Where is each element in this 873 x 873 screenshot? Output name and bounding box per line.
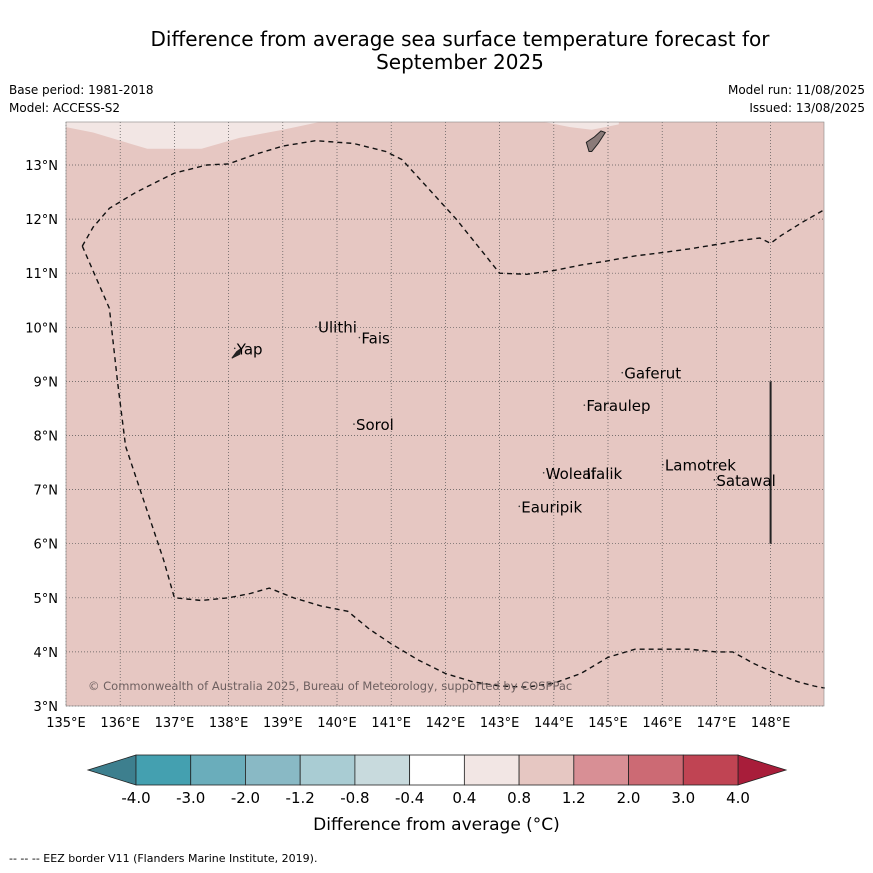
atoll-marker [662, 463, 664, 466]
lon-tick-label: 135°E [46, 716, 86, 731]
place-label: Satawal [716, 472, 775, 490]
meta-left: Base period: 1981-2018 Model: ACCESS-S2 [9, 81, 154, 117]
lat-tick-label: 8°N [34, 430, 59, 445]
colorbar-tick-label: -3.0 [176, 789, 205, 807]
colorbar-tick-label: -0.8 [340, 789, 369, 807]
map-frame [65, 121, 825, 707]
lat-tick-label: 6°N [34, 538, 59, 553]
place-label: Eauripik [521, 498, 582, 516]
atoll-marker [233, 347, 236, 350]
lat-tick-label: 11°N [25, 267, 58, 282]
colorbar-tick-label: -1.2 [286, 789, 315, 807]
colorbar-tick-label: 4.0 [726, 789, 750, 807]
lon-tick-label: 148°E [751, 716, 791, 731]
lon-tick-label: 142°E [426, 716, 466, 731]
issued-date: Issued: 13/08/2025 [749, 101, 865, 115]
eez-border-north [81, 139, 826, 276]
colorbar-tick-label: 2.0 [617, 789, 641, 807]
colorbar-segment [299, 754, 356, 786]
lon-tick-label: 145°E [588, 716, 628, 731]
colorbar-label: Difference from average (°C) [313, 815, 560, 835]
colorbar-segment [409, 754, 465, 786]
lat-tick-label: 13°N [25, 159, 58, 174]
meta-right: Model run: 11/08/2025 Issued: 13/08/2025 [728, 81, 865, 117]
lon-tick-label: 140°E [317, 716, 357, 731]
atoll-marker [358, 336, 361, 339]
copyright-text: © Commonwealth of Australia 2025, Bureau… [88, 679, 572, 693]
footer-note: -- -- -- EEZ border V11 (Flanders Marine… [9, 852, 318, 865]
lat-tick-label: 12°N [25, 213, 58, 228]
colorbar-tick-label: -4.0 [121, 789, 150, 807]
atoll-marker [315, 325, 317, 328]
title-line-1: Difference from average sea surface temp… [150, 27, 770, 51]
place-label: Yap [236, 340, 263, 358]
lat-tick-label: 9°N [34, 375, 59, 390]
base-period: Base period: 1981-2018 [9, 83, 154, 97]
guam-island [585, 130, 607, 152]
place-label: Faraulep [586, 397, 650, 415]
colorbar-tick-label: 3.0 [671, 789, 695, 807]
lon-tick-label: 139°E [263, 716, 303, 731]
colorbar-segment [682, 754, 739, 786]
atoll-marker [583, 471, 586, 474]
lat-tick-label: 3°N [34, 700, 59, 715]
lon-tick-label: 141°E [371, 716, 411, 731]
place-label: Gaferut [624, 365, 681, 383]
colorbar-segment [190, 754, 246, 786]
atoll-marker [353, 423, 355, 425]
yap-island [231, 347, 242, 359]
place-label: Lamotrek [665, 457, 736, 475]
lon-tick-label: 136°E [100, 716, 140, 731]
colorbar-tick-label: 0.8 [507, 789, 531, 807]
place-label: Sorol [356, 416, 394, 434]
colorbar-segment [628, 754, 684, 786]
atoll-marker [542, 471, 545, 474]
atoll-marker [713, 479, 716, 481]
colorbar-tick-label: -0.4 [395, 789, 424, 807]
colorbar-segment [135, 754, 192, 786]
eez-border-south [81, 245, 825, 689]
colorbar-segment [518, 754, 575, 786]
chart-title: Difference from average sea surface temp… [60, 28, 860, 74]
place-label: Ulithi [318, 319, 357, 337]
colorbar: -4.0 -3.0 -2.0 -1.2 -0.8 -0.4 0.4 0.8 1.2 2.0 3.0 4… [86, 754, 788, 807]
sst-anomaly-field [66, 122, 824, 706]
model-run: Model run: 11/08/2025 [727, 83, 865, 97]
map-area: 135°E 136°E 137°E 138°E 139°E 140°E 141°E 142°E… [25, 121, 826, 731]
lon-tick-label: 143°E [480, 716, 520, 731]
lon-tick-label: 138°E [209, 716, 249, 731]
colorbar-over-extend [737, 754, 788, 786]
lon-tick-label: 146°E [642, 716, 682, 731]
lat-tick-label: 7°N [34, 484, 59, 499]
lon-tick-label: 147°E [697, 716, 737, 731]
colorbar-tick-label: 1.2 [562, 789, 586, 807]
colorbar-tick-label: -2.0 [231, 789, 260, 807]
place-label: Ifalik [586, 465, 622, 483]
lon-tick-label: 137°E [155, 716, 195, 731]
colorbar-segment [463, 754, 520, 786]
colorbar-tick-label: 0.4 [452, 789, 476, 807]
colorbar-under-extend [86, 754, 137, 786]
model-name: Model: ACCESS-S2 [9, 101, 121, 115]
lat-tick-label: 4°N [34, 646, 59, 661]
lat-tick-label: 10°N [25, 321, 58, 336]
atoll-marker [518, 505, 521, 508]
atoll-marker [621, 371, 624, 374]
lon-tick-label: 144°E [534, 716, 574, 731]
place-label: Woleai [546, 465, 596, 483]
colorbar-segment [354, 754, 411, 786]
colorbar-segment [573, 754, 629, 786]
title-line-2: September 2025 [376, 50, 544, 74]
colorbar-segment [245, 754, 301, 786]
atoll-marker [583, 404, 586, 406]
sst-anomaly-light-band [66, 121, 619, 149]
lat-tick-label: 5°N [34, 592, 59, 607]
place-label: Fais [361, 330, 390, 348]
